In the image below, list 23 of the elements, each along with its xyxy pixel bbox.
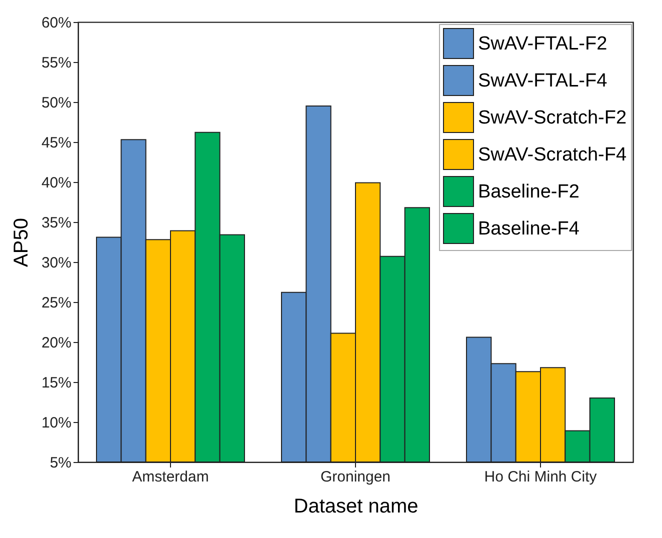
x-tick-label: Groningen (320, 468, 391, 486)
legend-label: SwAV-Scratch-F4 (478, 144, 627, 166)
y-tick-label: 35% (41, 214, 72, 232)
y-tick-label: 5% (50, 454, 72, 472)
legend-label: Baseline-F2 (478, 182, 580, 202)
x-axis-title: Dataset name (294, 496, 418, 518)
legend-label: SwAV-FTAL-F2 (478, 34, 608, 54)
y-tick-label: 25% (41, 294, 72, 312)
y-tick-label: 10% (41, 414, 72, 432)
y-tick-label: 30% (41, 254, 72, 272)
y-tick-label: 55% (41, 54, 72, 72)
legend-label: Baseline-F4 (478, 218, 580, 240)
x-tick-label: Amsterdam (132, 468, 209, 486)
y-axis-title: AP50 (10, 218, 32, 267)
y-tick-label: 60% (41, 14, 72, 32)
y-tick-label: 50% (41, 94, 72, 112)
legend-label: SwAV-FTAL-F4 (478, 70, 608, 92)
y-tick-label: 15% (41, 374, 72, 392)
x-tick-label: Ho Chi Minh City (484, 468, 598, 486)
y-tick-label: 45% (41, 134, 72, 152)
legend-label: SwAV-Scratch-F2 (478, 108, 627, 128)
y-tick-label: 40% (41, 174, 72, 192)
y-tick-label: 20% (41, 334, 72, 352)
